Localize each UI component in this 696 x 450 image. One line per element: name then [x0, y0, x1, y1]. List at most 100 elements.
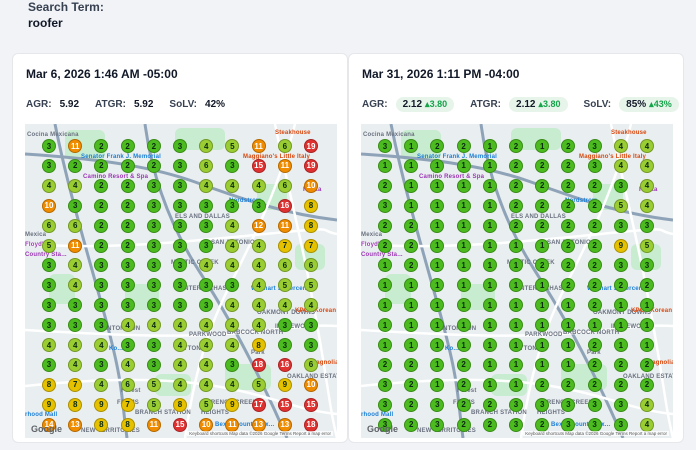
rank-pin[interactable]: 2	[404, 218, 419, 233]
rank-pin[interactable]: 2	[561, 158, 576, 173]
rank-pin[interactable]: 1	[640, 318, 654, 333]
rank-pin[interactable]: 2	[561, 139, 576, 153]
rank-pin[interactable]: 1	[509, 298, 523, 313]
rank-pin[interactable]: 11	[146, 417, 161, 432]
rank-pin[interactable]: 3	[251, 198, 266, 213]
rank-pin[interactable]: 4	[68, 278, 83, 293]
rank-pin[interactable]: 2	[535, 158, 550, 173]
rank-pin[interactable]: 9	[613, 238, 628, 253]
rank-pin[interactable]: 2	[456, 417, 471, 432]
rank-pin[interactable]: 3	[561, 417, 576, 432]
rank-pin[interactable]: 1	[509, 377, 523, 392]
rank-pin[interactable]: 1	[430, 178, 445, 193]
rank-pin[interactable]: 19	[304, 158, 318, 173]
rank-pin[interactable]: 4	[304, 298, 318, 313]
rank-pin[interactable]: 2	[378, 218, 392, 233]
map-attribution[interactable]: Keyboard shortcuts Map data ©2026 Google…	[523, 431, 669, 436]
rank-pin[interactable]: 15	[173, 417, 187, 432]
rank-pin[interactable]: 3	[509, 397, 523, 412]
rank-pin[interactable]: 3	[173, 139, 187, 153]
rank-pin[interactable]: 2	[613, 278, 628, 293]
rank-pin[interactable]: 2	[430, 139, 445, 153]
rank-pin[interactable]: 3	[277, 318, 292, 333]
rank-pin[interactable]: 2	[587, 298, 602, 313]
rank-pin[interactable]: 1	[430, 318, 445, 333]
rank-pin[interactable]: 4	[640, 397, 654, 412]
rank-pin[interactable]: 4	[613, 158, 628, 173]
rank-pin[interactable]: 3	[146, 218, 161, 233]
rank-pin[interactable]: 3	[42, 318, 56, 333]
rank-pin[interactable]: 3	[173, 178, 187, 193]
rank-pin[interactable]: 3	[42, 278, 56, 293]
rank-pin[interactable]: 3	[146, 178, 161, 193]
rank-pin[interactable]: 1	[456, 178, 471, 193]
rank-pin[interactable]: 1	[535, 338, 550, 352]
rank-pin[interactable]: 2	[120, 238, 135, 253]
rank-pin[interactable]: 3	[94, 298, 109, 313]
rank-pin[interactable]: 3	[613, 218, 628, 233]
rank-pin[interactable]: 3	[640, 258, 654, 273]
rank-pin[interactable]: 11	[68, 238, 83, 253]
rank-pin[interactable]: 3	[94, 278, 109, 293]
rank-pin[interactable]: 1	[378, 158, 392, 173]
rank-pin[interactable]: 4	[173, 318, 187, 333]
rank-pin[interactable]: 1	[404, 198, 419, 213]
rank-pin[interactable]: 1	[378, 278, 392, 293]
rank-pin[interactable]: 2	[120, 158, 135, 173]
rank-pin[interactable]: 1	[404, 178, 419, 193]
rank-pin[interactable]: 1	[509, 318, 523, 333]
rank-pin[interactable]: 19	[304, 139, 318, 153]
rank-pin[interactable]: 4	[146, 318, 161, 333]
rank-pin[interactable]: 3	[94, 357, 109, 372]
rank-pin[interactable]: 2	[120, 139, 135, 153]
rank-pin[interactable]: 3	[613, 258, 628, 273]
rank-pin[interactable]: 2	[404, 397, 419, 412]
rank-pin[interactable]: 4	[251, 258, 266, 273]
rank-pin[interactable]: 1	[404, 298, 419, 313]
rank-pin[interactable]: 8	[304, 198, 318, 213]
rank-pin[interactable]: 11	[68, 139, 83, 153]
rank-pin[interactable]: 2	[561, 377, 576, 392]
rank-pin[interactable]: 2	[378, 357, 392, 372]
rank-pin[interactable]: 9	[277, 377, 292, 392]
rank-pin[interactable]: 3	[42, 357, 56, 372]
rank-pin[interactable]: 15	[304, 397, 318, 412]
rank-pin[interactable]: 4	[640, 139, 654, 153]
rank-pin[interactable]: 3	[42, 158, 56, 173]
rank-pin[interactable]: 1	[535, 139, 550, 153]
rank-pin[interactable]: 1	[456, 318, 471, 333]
rank-pin[interactable]: 8	[94, 417, 109, 432]
rank-pin[interactable]: 3	[430, 417, 445, 432]
rank-pin[interactable]: 2	[404, 417, 419, 432]
rank-pin[interactable]: 2	[587, 357, 602, 372]
rank-pin[interactable]: 1	[535, 357, 550, 372]
rank-pin[interactable]: 15	[251, 158, 266, 173]
rank-pin[interactable]: 2	[456, 357, 471, 372]
rank-pin[interactable]: 2	[535, 377, 550, 392]
rank-pin[interactable]: 2	[561, 178, 576, 193]
rank-pin[interactable]: 4	[225, 338, 240, 352]
rank-pin[interactable]: 2	[535, 218, 550, 233]
rank-pin[interactable]: 3	[120, 338, 135, 352]
rank-pin[interactable]: 2	[509, 139, 523, 153]
rank-pin[interactable]: 4	[68, 338, 83, 352]
rank-pin[interactable]: 6	[199, 158, 214, 173]
rank-pin[interactable]: 1	[535, 238, 550, 253]
rank-pin[interactable]: 1	[613, 298, 628, 313]
rank-pin[interactable]: 4	[225, 238, 240, 253]
rank-pin[interactable]: 4	[199, 338, 214, 352]
rank-pin[interactable]: 3	[199, 198, 214, 213]
rank-pin[interactable]: 1	[535, 278, 550, 293]
rank-pin[interactable]: 2	[587, 338, 602, 352]
rank-pin[interactable]: 16	[277, 198, 292, 213]
rank-pin[interactable]: 1	[456, 158, 471, 173]
rank-pin[interactable]: 2	[94, 198, 109, 213]
rank-pin[interactable]: 6	[304, 258, 318, 273]
rank-pin[interactable]: 3	[42, 258, 56, 273]
rank-pin[interactable]: 3	[199, 218, 214, 233]
rank-pin[interactable]: 1	[430, 278, 445, 293]
rank-pin[interactable]: 2	[587, 377, 602, 392]
rank-pin[interactable]: 1	[456, 338, 471, 352]
rank-pin[interactable]: 2	[535, 258, 550, 273]
rank-pin[interactable]: 2	[535, 417, 550, 432]
